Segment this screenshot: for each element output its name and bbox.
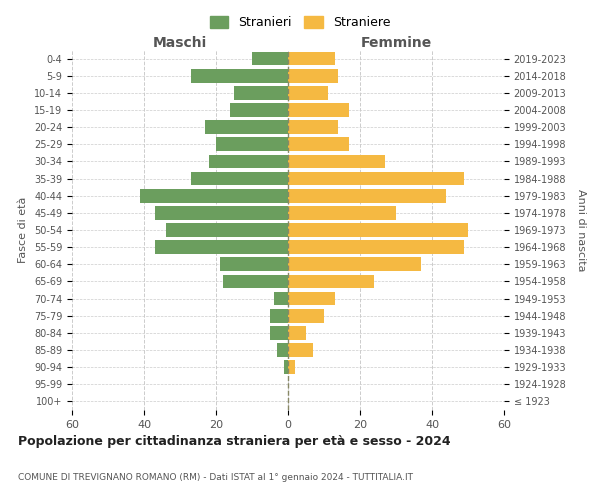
Bar [288,274,374,288]
Bar [288,309,324,322]
Bar [234,86,288,100]
Bar [191,69,288,82]
Bar [155,240,288,254]
Bar [288,189,446,202]
Bar [277,343,288,357]
Bar [284,360,288,374]
Bar [230,103,288,117]
Bar [166,223,288,237]
Bar [288,326,306,340]
Y-axis label: Anni di nascita: Anni di nascita [576,188,586,271]
Bar [216,138,288,151]
Text: COMUNE DI TREVIGNANO ROMANO (RM) - Dati ISTAT al 1° gennaio 2024 - TUTTITALIA.IT: COMUNE DI TREVIGNANO ROMANO (RM) - Dati … [18,473,413,482]
Bar [220,258,288,271]
Bar [270,309,288,322]
Bar [288,154,385,168]
Bar [270,326,288,340]
Bar [191,172,288,185]
Bar [288,206,396,220]
Text: Femmine: Femmine [361,36,431,50]
Bar [274,292,288,306]
Y-axis label: Fasce di età: Fasce di età [19,197,28,263]
Bar [288,69,338,82]
Bar [288,86,328,100]
Bar [288,360,295,374]
Bar [288,172,464,185]
Bar [288,138,349,151]
Bar [288,103,349,117]
Bar [288,258,421,271]
Bar [288,240,464,254]
Bar [288,223,468,237]
Bar [252,52,288,66]
Text: Maschi: Maschi [153,36,207,50]
Bar [288,343,313,357]
Bar [140,189,288,202]
Bar [288,120,338,134]
Bar [288,292,335,306]
Bar [205,120,288,134]
Text: Popolazione per cittadinanza straniera per età e sesso - 2024: Popolazione per cittadinanza straniera p… [18,435,451,448]
Bar [155,206,288,220]
Bar [223,274,288,288]
Legend: Stranieri, Straniere: Stranieri, Straniere [209,16,391,29]
Bar [209,154,288,168]
Bar [288,52,335,66]
